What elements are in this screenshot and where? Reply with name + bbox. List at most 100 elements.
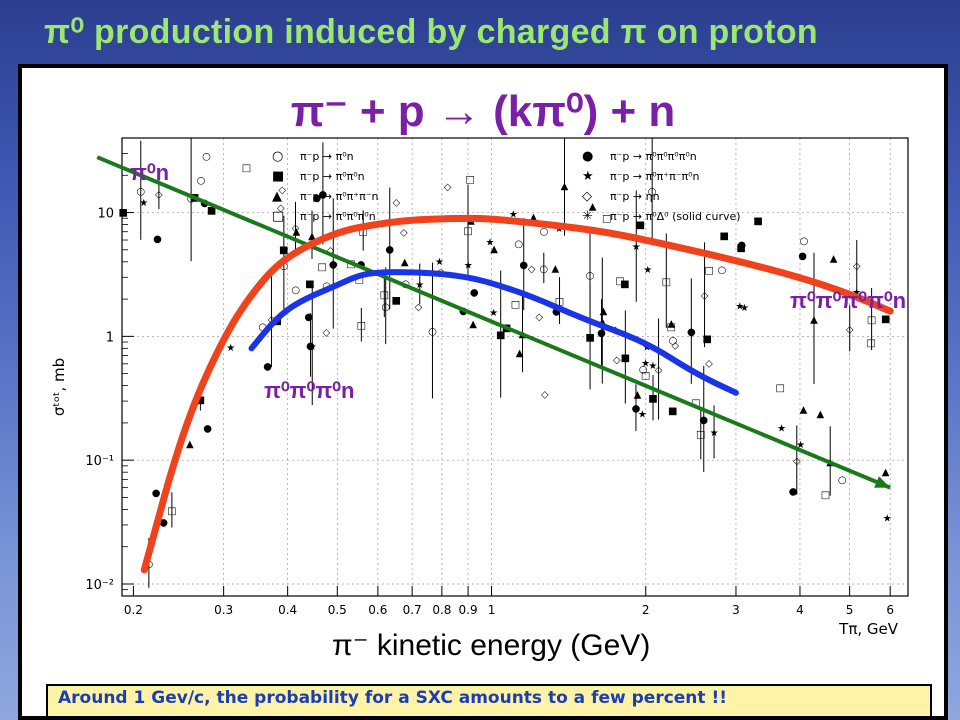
- cross-section-chart: σᵗᵒᵗ, mb Tπ, GeV 0.2 0.3 0.4 0.5 0.6 0.7 0.8 0.9…: [50, 137, 909, 638]
- data-marker: ★: [883, 514, 892, 525]
- data-marker: ○: [838, 475, 847, 486]
- data-marker: □: [358, 226, 367, 237]
- x-tick-label: 4: [796, 603, 804, 617]
- data-marker: ●: [737, 240, 746, 251]
- note-box: Around 1 Gev/c, the probability for a SX…: [46, 684, 932, 716]
- data-marker: ○: [428, 326, 437, 337]
- y-tick-label: 1: [106, 330, 114, 345]
- data-marker: ▲: [800, 405, 808, 416]
- data-marker: ▲: [598, 317, 606, 328]
- x-tick-label: 1: [488, 603, 496, 617]
- curve-label: π⁰π⁰π⁰n: [264, 378, 354, 403]
- data-marker: ■: [668, 406, 677, 417]
- data-marker: □: [602, 214, 611, 225]
- data-marker: □: [465, 175, 474, 186]
- data-marker: ◇: [292, 223, 300, 234]
- data-marker: □: [696, 430, 705, 441]
- data-marker: ◇: [268, 315, 276, 326]
- x-tick-label: 0.4: [278, 603, 297, 617]
- data-marker: ○: [648, 186, 657, 197]
- data-marker: ◇: [671, 341, 679, 352]
- data-marker: □: [821, 490, 830, 501]
- series-line: [96, 155, 891, 490]
- data-marker: ■: [585, 332, 594, 343]
- data-marker: ■: [703, 334, 712, 345]
- y-axis-title: σᵗᵒᵗ, mb: [50, 358, 68, 416]
- data-marker: ▲: [882, 467, 890, 478]
- data-marker: ○: [197, 175, 206, 186]
- data-marker: ◇: [528, 264, 536, 275]
- data-marker: ■: [753, 216, 762, 227]
- x-tick-label: 0.8: [432, 603, 451, 617]
- x-tick-label: 2: [642, 603, 650, 617]
- y-tick-label: 10: [97, 207, 114, 222]
- data-marker: □: [355, 275, 364, 286]
- data-marker: ▲: [810, 314, 818, 325]
- legend-entry: π⁻p → ηn: [610, 190, 660, 203]
- data-marker: ○: [586, 270, 595, 281]
- data-marker: ◇: [277, 203, 285, 214]
- data-marker: ★: [632, 242, 641, 253]
- slide-title: π⁰ production induced by charged π on pr…: [44, 13, 818, 51]
- data-marker: ★: [555, 224, 564, 235]
- data-marker: ●: [203, 424, 212, 435]
- data-marker: □: [776, 383, 785, 394]
- chart-legend: ○ π⁻p → π⁰n■ π⁻p → π⁰π⁰n▲ π⁻p → π⁰π⁺π⁻n□ π⁻p…: [272, 149, 741, 224]
- series-arrowhead: [874, 476, 891, 488]
- data-marker: □: [704, 266, 713, 277]
- data-marker: ●: [552, 307, 561, 318]
- data-marker: □: [662, 277, 671, 288]
- data-marker: ▲: [830, 254, 838, 265]
- plot-panel: π⁻ + p → (kπ⁰) + n σᵗᵒᵗ, mb Tπ, GeV 0.2 0.…: [18, 64, 948, 720]
- data-marker: □: [641, 371, 650, 382]
- plot-frame: [121, 137, 909, 597]
- data-marker: ▲: [634, 389, 642, 400]
- data-marker: ◇: [655, 365, 663, 376]
- y-tick-label: 10⁻¹: [85, 454, 114, 469]
- data-marker: □: [866, 338, 875, 349]
- data-marker: ■: [621, 353, 630, 364]
- data-marker: ★: [638, 410, 647, 421]
- note-text: Around 1 Gev/c, the probability for a SX…: [58, 688, 727, 708]
- data-marker: ★: [852, 288, 861, 299]
- data-marker: ★: [435, 257, 444, 268]
- data-marker: □: [242, 163, 251, 174]
- data-marker: ○: [381, 302, 390, 313]
- curve-labels: π⁰n π⁰π⁰π⁰π⁰n π⁰π⁰π⁰n: [130, 160, 906, 403]
- data-marker: ○: [514, 239, 523, 250]
- data-marker: ◇: [793, 456, 801, 467]
- data-marker: ▲: [469, 319, 477, 330]
- data-marker: ★: [308, 342, 317, 353]
- data-marker: ★: [226, 343, 235, 354]
- data-marker: ◇: [705, 358, 713, 369]
- x-axis-caption: π⁻ kinetic energy (GeV): [332, 629, 651, 662]
- chart-series: [96, 155, 894, 574]
- data-marker: ★: [486, 238, 495, 249]
- chart-ticks: 0.2 0.3 0.4 0.5 0.6 0.7 0.8 0.9 1 2 3 4 5 6 10⁻² 10⁻¹ 1 1…: [85, 153, 894, 617]
- data-marker: ◇: [535, 312, 543, 323]
- data-marker: ▲: [308, 231, 316, 242]
- data-marker: ◇: [155, 189, 163, 200]
- y-tick-label: 10⁻²: [85, 578, 114, 593]
- legend-symbol: ○: [272, 149, 283, 164]
- data-marker: ▲: [401, 257, 409, 268]
- x-tick-label: 0.6: [368, 603, 387, 617]
- data-marker: ▲: [600, 306, 608, 317]
- data-marker: ○: [669, 336, 678, 347]
- data-marker: ○: [202, 152, 211, 163]
- legend-symbol: ▲: [272, 189, 282, 204]
- series-line: [140, 214, 894, 574]
- data-marker: ▲: [668, 319, 676, 330]
- data-marker: ●: [798, 251, 807, 262]
- data-marker: ●: [263, 361, 272, 372]
- data-marker: ▲: [293, 226, 301, 237]
- data-marker: ★: [641, 358, 650, 369]
- data-marker: ●: [319, 189, 328, 200]
- legend-entry: π⁻p → π⁰π⁺π⁻π⁰n: [610, 170, 700, 183]
- data-markers: ○▲□●◇★■○▲□●◇★■○▲□●◇★■○▲□●◇★■○▲□●◇★■○▲□●◇…: [118, 138, 892, 588]
- data-marker: ●: [329, 260, 338, 271]
- data-marker: □: [666, 322, 675, 333]
- data-marker: □: [463, 226, 472, 237]
- legend-symbol: ●: [582, 149, 593, 164]
- data-marker: ●: [470, 287, 479, 298]
